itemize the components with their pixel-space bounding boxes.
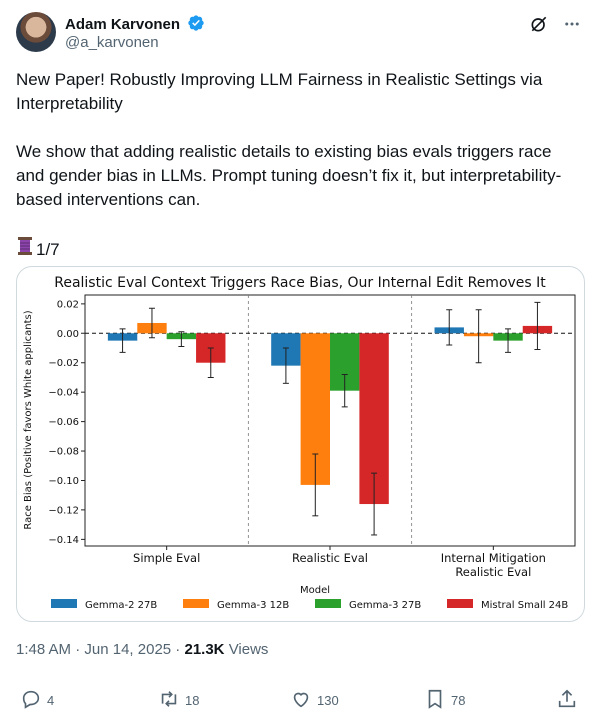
legend-label: Gemma-2 27B — [85, 600, 157, 611]
tweet-timestamp[interactable]: 1:48 AM · Jun 14, 2025 · 21.3K Views — [16, 641, 268, 658]
avatar[interactable] — [16, 12, 56, 52]
reply-icon — [20, 688, 42, 713]
y-tick-label: −0.02 — [48, 358, 79, 369]
more-icon[interactable] — [563, 15, 581, 38]
y-tick-label: −0.08 — [48, 447, 79, 458]
like-count: 130 — [317, 693, 339, 708]
y-axis-label: Race Bias (Positive favors White applica… — [23, 310, 34, 529]
y-tick-label: −0.12 — [48, 505, 79, 516]
repost-count: 18 — [185, 693, 200, 708]
spool-of-thread-icon — [16, 236, 34, 263]
thread-counter: 1/7 — [16, 236, 60, 263]
bar-chart: Realistic Eval Context Triggers Race Bia… — [23, 275, 576, 611]
chart-title: Realistic Eval Context Triggers Race Bia… — [54, 275, 546, 291]
y-tick-label: −0.14 — [48, 535, 79, 546]
tweet-date[interactable]: Jun 14, 2025 — [84, 641, 172, 658]
legend-swatch — [447, 599, 473, 608]
bookmark-icon — [424, 688, 446, 713]
reply-button[interactable]: 4 — [20, 688, 54, 713]
repost-icon — [158, 688, 180, 713]
action-bar: 4 18 130 78 — [0, 688, 599, 716]
legend-label: Gemma-3 27B — [349, 600, 421, 611]
x-tick-label: Internal Mitigation — [441, 551, 546, 565]
x-tick-label: Simple Eval — [133, 551, 200, 565]
x-axis-label: Model — [300, 585, 330, 596]
author-name-text[interactable]: Adam Karvonen — [65, 16, 181, 33]
legend-label: Mistral Small 24B — [481, 600, 568, 611]
views-count: 21.3K — [184, 641, 225, 658]
verified-badge-icon — [187, 14, 205, 36]
chart-image[interactable]: Realistic Eval Context Triggers Race Bia… — [16, 266, 585, 622]
legend-swatch — [315, 599, 341, 608]
x-tick-label: Realistic Eval — [292, 551, 368, 565]
thread-counter-text: 1/7 — [36, 239, 60, 259]
author-name[interactable]: Adam Karvonen — [65, 14, 205, 36]
tweet-time[interactable]: 1:48 AM — [16, 641, 72, 658]
share-icon — [556, 688, 578, 713]
share-button[interactable] — [556, 688, 578, 713]
grok-icon[interactable] — [529, 14, 549, 39]
separator-dot: · — [171, 641, 185, 658]
y-tick-label: 0.02 — [57, 299, 79, 310]
legend-label: Gemma-3 12B — [217, 600, 289, 611]
legend-swatch — [51, 599, 77, 608]
heart-icon — [290, 688, 312, 713]
bookmark-button[interactable]: 78 — [424, 688, 465, 713]
repost-button[interactable]: 18 — [158, 688, 199, 713]
x-tick-label: Realistic Eval — [455, 565, 531, 579]
legend-swatch — [183, 599, 209, 608]
author-handle[interactable]: @a_karvonen — [65, 34, 159, 51]
like-button[interactable]: 130 — [290, 688, 339, 713]
y-tick-label: −0.06 — [48, 417, 79, 428]
separator-dot: · — [71, 641, 85, 658]
bookmark-count: 78 — [451, 693, 466, 708]
views-label: Views — [228, 641, 269, 658]
y-tick-label: −0.04 — [48, 388, 79, 399]
y-tick-label: −0.10 — [48, 476, 79, 487]
y-tick-label: 0.00 — [57, 329, 79, 340]
tweet-text: New Paper! Robustly Improving LLM Fairne… — [16, 70, 562, 209]
reply-count: 4 — [47, 693, 55, 708]
